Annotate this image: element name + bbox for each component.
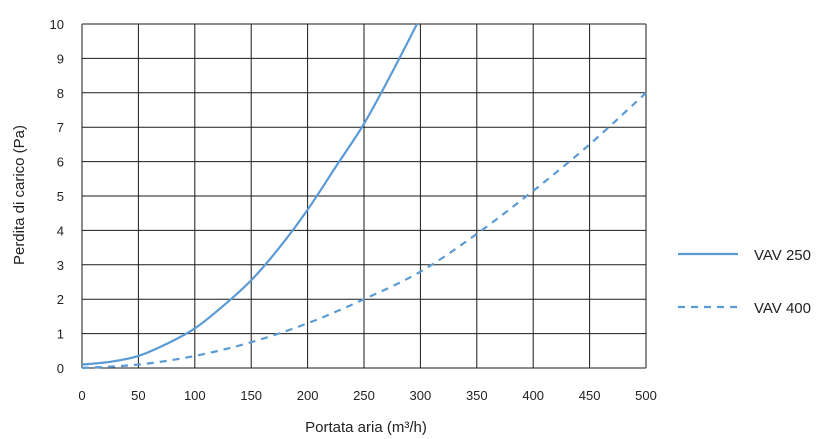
x-tick-label: 250 (353, 388, 375, 403)
x-tick-label: 100 (184, 388, 206, 403)
series-lines (81, 23, 647, 370)
x-axis-label: Portata aria (m³/h) (305, 419, 427, 436)
y-tick-label: 8 (57, 86, 64, 101)
series-line-2 (81, 91, 647, 370)
x-tick-label: 0 (78, 388, 85, 403)
x-tick-label: 200 (297, 388, 319, 403)
x-tick-label: 500 (635, 388, 657, 403)
x-tick-label: 400 (522, 388, 544, 403)
legend-label: VAV 400 (754, 300, 811, 317)
x-tick-label: 150 (240, 388, 262, 403)
x-tick-label: 450 (579, 388, 601, 403)
x-tick-label: 350 (466, 388, 488, 403)
y-tick-labels: 0 1 2 3 4 5 6 7 8 9 10 (50, 17, 64, 376)
legend: VAV 250 VAV 400 (678, 247, 811, 317)
x-tick-label: 300 (410, 388, 432, 403)
y-tick-label: 7 (57, 120, 64, 135)
y-tick-label: 4 (57, 223, 64, 238)
y-tick-label: 3 (57, 258, 64, 273)
y-tick-label: 6 (57, 155, 64, 170)
y-tick-label: 9 (57, 51, 64, 66)
x-tick-labels: 0 50 100 150 200 250 300 350 400 450 500 (78, 388, 656, 403)
y-tick-label: 10 (50, 17, 64, 32)
y-tick-label: 5 (57, 189, 64, 204)
y-tick-label: 0 (57, 361, 64, 376)
x-tick-label: 50 (131, 388, 145, 403)
y-axis-label: Perdita di carico (Pa) (11, 125, 28, 265)
y-tick-label: 1 (57, 327, 64, 342)
grid (81, 23, 647, 369)
series-line-1 (81, 23, 418, 366)
legend-label: VAV 250 (754, 247, 811, 264)
y-tick-label: 2 (57, 292, 64, 307)
